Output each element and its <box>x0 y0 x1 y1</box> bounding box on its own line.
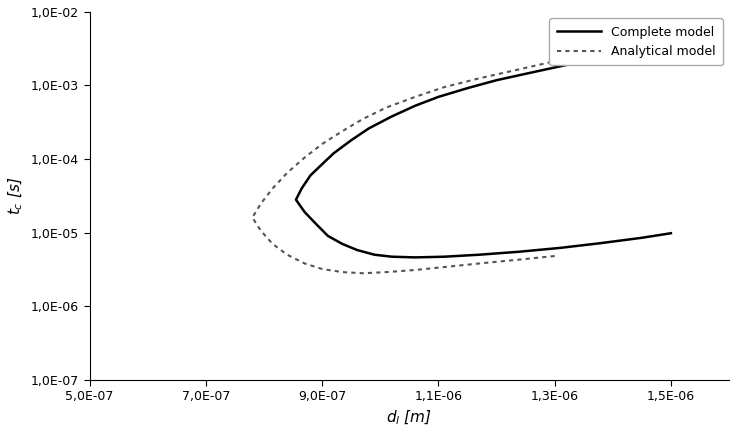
Analytical model <box>318 266 327 272</box>
Complete model <box>324 233 333 239</box>
Complete model <box>411 103 420 108</box>
Analytical model <box>579 53 588 58</box>
Complete model <box>411 255 420 260</box>
Complete model <box>562 62 570 68</box>
Complete model <box>667 230 676 236</box>
Analytical model <box>269 186 277 191</box>
Analytical model <box>338 270 347 275</box>
Complete model <box>597 55 606 60</box>
Complete model <box>370 252 379 257</box>
Analytical model <box>248 215 257 220</box>
Complete model <box>667 43 676 48</box>
Complete model <box>364 126 373 131</box>
Complete model <box>291 197 300 202</box>
X-axis label: $d_l$ [m]: $d_l$ [m] <box>386 409 432 427</box>
Analytical model <box>257 228 266 233</box>
Complete model <box>463 85 472 91</box>
Analytical model <box>382 270 391 275</box>
Y-axis label: $t_c$ [s]: $t_c$ [s] <box>7 177 25 215</box>
Analytical model <box>358 116 367 122</box>
Analytical model <box>269 241 277 247</box>
Complete model <box>597 240 606 246</box>
Complete model <box>291 197 300 202</box>
Complete model <box>347 138 355 143</box>
Analytical model <box>475 261 484 266</box>
Analytical model <box>551 253 559 259</box>
Analytical model <box>248 215 257 220</box>
Complete model <box>527 70 536 75</box>
Analytical model <box>300 155 309 160</box>
Analytical model <box>257 201 266 206</box>
Complete model <box>300 210 309 215</box>
Complete model <box>556 245 565 250</box>
Complete model <box>475 252 484 257</box>
Complete model <box>353 247 361 253</box>
Complete model <box>440 254 449 259</box>
Analytical model <box>318 141 327 147</box>
Complete model <box>338 241 347 247</box>
Complete model <box>312 222 321 227</box>
Complete model <box>318 161 327 167</box>
Analytical model <box>678 33 687 38</box>
Analytical model <box>358 271 367 276</box>
Analytical model <box>283 252 291 257</box>
Analytical model <box>283 170 291 175</box>
Analytical model <box>440 85 449 90</box>
Analytical model <box>300 261 309 266</box>
Analytical model <box>338 128 347 134</box>
Analytical model <box>649 39 658 44</box>
Analytical model <box>509 68 518 73</box>
Analytical model <box>440 264 449 270</box>
Analytical model <box>411 94 420 99</box>
Complete model <box>515 249 524 254</box>
Analytical model <box>475 76 484 81</box>
Analytical model <box>382 105 391 110</box>
Complete model <box>387 114 396 119</box>
Complete model <box>387 254 396 259</box>
Complete model <box>306 173 315 178</box>
Legend: Complete model, Analytical model: Complete model, Analytical model <box>550 18 723 66</box>
Complete model <box>297 186 306 191</box>
Analytical model <box>545 60 553 65</box>
Analytical model <box>614 45 623 50</box>
Analytical model <box>411 267 420 273</box>
Line: Analytical model: Analytical model <box>252 36 682 273</box>
Complete model <box>434 94 443 99</box>
Complete model <box>631 49 640 54</box>
Analytical model <box>515 257 524 262</box>
Complete model <box>492 78 501 83</box>
Line: Complete model: Complete model <box>296 46 671 257</box>
Complete model <box>329 151 338 156</box>
Complete model <box>637 235 646 240</box>
